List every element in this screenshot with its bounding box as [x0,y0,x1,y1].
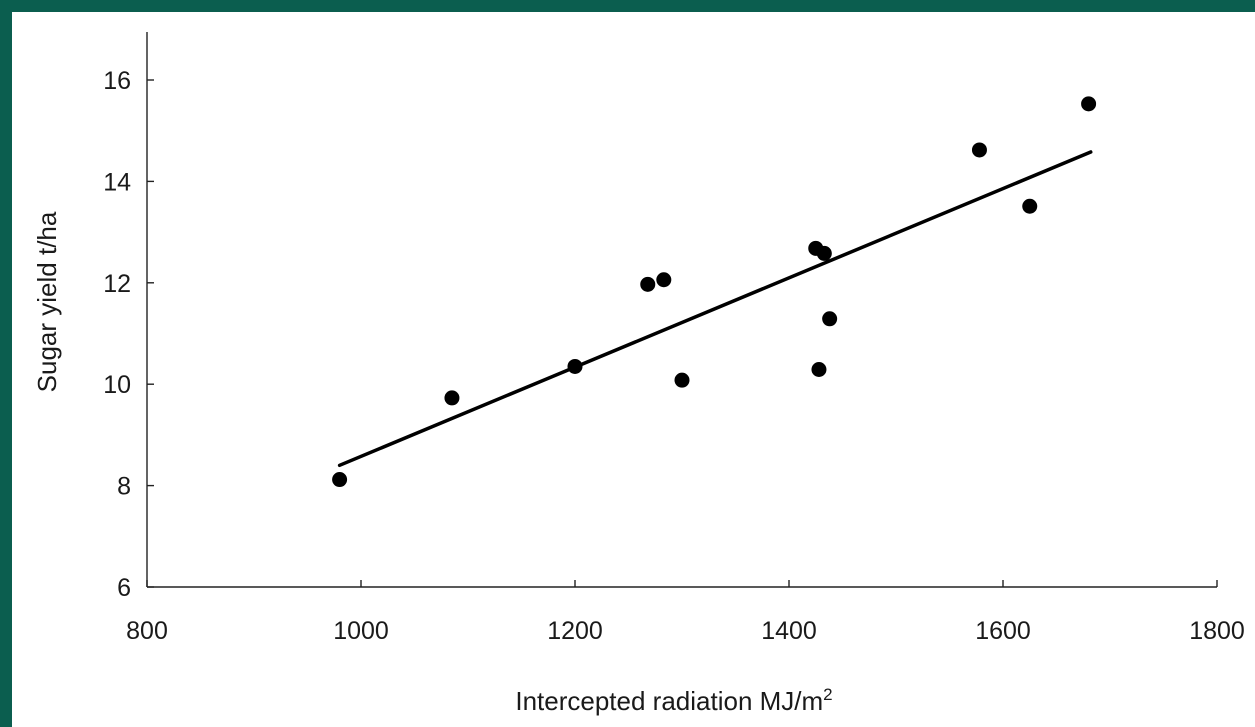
data-point [567,358,583,374]
scatter-chart: 6 8 10 12 14 16 800 1000 1200 1400 1600 1800 Sugar… [32,32,1245,716]
y-ticks: 6 8 10 12 14 16 [103,67,154,602]
x-axis-title: Intercepted radiation MJ/m2 [515,685,832,716]
data-point [332,472,348,488]
data-point [656,272,672,288]
y-tick-label: 10 [103,371,131,399]
data-point [822,311,838,327]
y-tick-label: 12 [103,270,131,298]
x-axis-title-text: Intercepted radiation MJ/m [515,686,823,716]
x-tick-label: 1400 [761,617,817,645]
y-tick-label: 16 [103,67,131,95]
x-tick-label: 1800 [1189,617,1245,645]
x-ticks: 800 1000 1200 1400 1600 1800 [126,580,1245,645]
y-tick-label: 8 [117,473,131,501]
data-points [332,96,1097,488]
data-point [674,372,690,388]
trend-line [337,150,1093,468]
y-axis-title: Sugar yield t/ha [32,211,62,392]
data-point [1081,96,1097,112]
data-point [971,142,987,158]
data-point [811,361,827,377]
data-point [444,390,460,406]
axes [146,32,1217,588]
data-point [640,276,656,292]
x-axis-title-superscript: 2 [823,685,832,704]
data-point [1022,198,1038,214]
y-tick-label: 6 [117,574,131,602]
chart-frame: 6 8 10 12 14 16 800 1000 1200 1400 1600 1800 Sugar… [12,12,1255,727]
x-tick-label: 800 [126,617,168,645]
data-point [816,245,832,261]
x-tick-label: 1600 [975,617,1031,645]
x-tick-label: 1000 [333,617,389,645]
x-tick-label: 1200 [547,617,603,645]
y-tick-label: 14 [103,168,131,196]
